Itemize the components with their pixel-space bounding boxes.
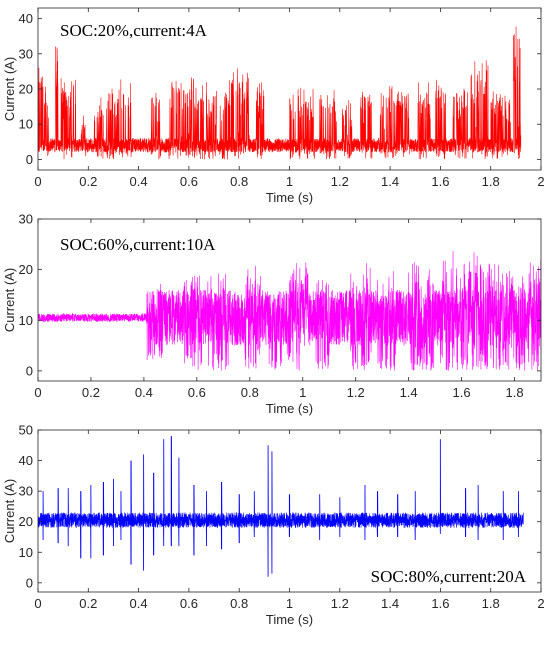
y-tick-label: 40 <box>19 11 33 26</box>
x-tick-label: 2 <box>537 596 544 611</box>
y-axis-label: Current (A) <box>2 57 17 121</box>
y-tick-label: 0 <box>26 363 33 378</box>
y-tick-label: 20 <box>19 262 33 277</box>
x-tick-label: 0.6 <box>180 174 198 189</box>
x-tick-label: 0.2 <box>82 385 100 400</box>
x-tick-label: 1.8 <box>505 385 523 400</box>
x-tick-label: 1.6 <box>453 385 471 400</box>
x-tick-label: 0.2 <box>79 596 97 611</box>
x-axis-label: Time (s) <box>266 612 313 627</box>
x-tick-label: 1.2 <box>331 174 349 189</box>
x-tick-label: 1.4 <box>400 385 418 400</box>
x-tick-label: 0.8 <box>230 596 248 611</box>
x-tick-label: 0.8 <box>230 174 248 189</box>
plot-frame <box>37 218 542 382</box>
x-tick-label: 0.4 <box>130 174 148 189</box>
x-tick-label: 1 <box>286 596 293 611</box>
x-tick-label: 1.6 <box>431 174 449 189</box>
x-axis-label: Time (s) <box>266 401 313 416</box>
x-tick-label: 0 <box>34 385 41 400</box>
y-tick-label: 20 <box>19 82 33 97</box>
x-tick-label: 0.8 <box>241 385 259 400</box>
x-tick-label: 0.6 <box>188 385 206 400</box>
x-tick-label: 1.2 <box>331 596 349 611</box>
x-tick-label: 1.6 <box>431 596 449 611</box>
y-tick-label: 20 <box>19 514 33 529</box>
y-tick-label: 0 <box>26 575 33 590</box>
y-axis-label: Current (A) <box>2 479 17 543</box>
x-tick-label: 1 <box>299 385 306 400</box>
x-tick-label: 0 <box>34 596 41 611</box>
y-tick-label: 30 <box>19 484 33 499</box>
chart-3: 0 0.2 0.4 0.6 0.8 1 1.2 1.4 1.6 1.8 201020304050Ti… <box>2 423 545 628</box>
x-tick-label: 0 <box>34 174 41 189</box>
x-tick-label: 0.4 <box>135 385 153 400</box>
x-tick-label: 1.4 <box>381 174 399 189</box>
y-tick-label: 10 <box>19 117 33 132</box>
x-tick-label: 1 <box>286 174 293 189</box>
chart-annotation: SOC:20%,current:4A <box>60 21 208 40</box>
chart-2: 0 0.2 0.4 0.6 0.8 1 1.2 1.4 1.6 1.8 0 10 20 30 Time (s… <box>2 212 542 416</box>
x-tick-label: 1.4 <box>381 596 399 611</box>
series-line <box>38 26 522 160</box>
x-tick-label: 1.8 <box>482 174 500 189</box>
chart-annotation: SOC:60%,current:10A <box>60 235 216 254</box>
series-line <box>38 250 541 371</box>
chart-annotation: SOC:80%,current:20A <box>371 567 527 586</box>
x-tick-label: 1.2 <box>347 385 365 400</box>
x-tick-label: 2 <box>537 174 544 189</box>
y-tick-label: 50 <box>19 423 33 438</box>
y-tick-label: 0 <box>26 152 33 167</box>
y-tick-label: 10 <box>19 545 33 560</box>
y-tick-label: 30 <box>19 212 33 227</box>
x-tick-label: 1.8 <box>482 596 500 611</box>
x-tick-label: 0.2 <box>79 174 97 189</box>
series-line <box>38 436 524 577</box>
y-axis-label: Current (A) <box>2 268 17 332</box>
chart-1: 0 0.2 0.4 0.6 0.8 1 1.2 1.4 1.6 1.8 2010203040Time… <box>2 7 545 205</box>
x-tick-label: 0.6 <box>180 596 198 611</box>
y-tick-label: 10 <box>19 313 33 328</box>
y-tick-label: 30 <box>19 46 33 61</box>
x-axis-label: Time (s) <box>266 190 313 205</box>
x-tick-label: 0.4 <box>130 596 148 611</box>
y-tick-label: 40 <box>19 453 33 468</box>
